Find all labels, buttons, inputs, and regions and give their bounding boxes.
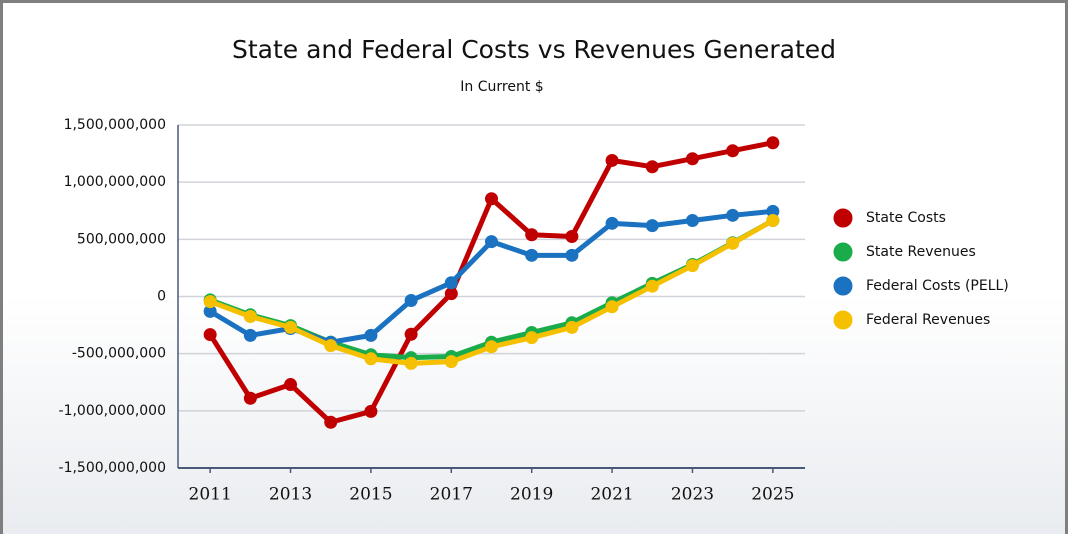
data-point xyxy=(685,152,699,166)
data-point xyxy=(284,320,298,334)
data-point xyxy=(525,228,539,242)
background xyxy=(3,3,1065,534)
data-point xyxy=(364,404,378,418)
data-point xyxy=(726,236,740,250)
data-point xyxy=(203,304,217,318)
data-point xyxy=(203,328,217,342)
data-point xyxy=(203,295,217,309)
data-point xyxy=(565,320,579,334)
data-point xyxy=(444,355,458,369)
data-point xyxy=(565,248,579,262)
y-tick-label: 1,500,000,000 xyxy=(64,117,166,133)
data-point xyxy=(565,229,579,243)
data-point xyxy=(364,328,378,342)
legend-label: Federal Costs (PELL) xyxy=(866,278,1009,294)
data-point xyxy=(605,153,619,167)
data-point xyxy=(243,328,257,342)
y-tick-label: 500,000,000 xyxy=(77,231,166,247)
data-point xyxy=(404,294,418,308)
data-point xyxy=(243,310,257,324)
data-point xyxy=(645,219,659,233)
x-tick-label: 2025 xyxy=(751,485,794,505)
data-point xyxy=(525,248,539,262)
legend-label: State Revenues xyxy=(866,244,976,260)
data-point xyxy=(766,136,780,150)
data-point xyxy=(485,340,498,354)
y-tick-label: -1,500,000,000 xyxy=(59,460,166,476)
data-point xyxy=(404,356,418,370)
data-point xyxy=(324,339,338,353)
data-point xyxy=(525,331,539,345)
chart-subtitle: In Current $ xyxy=(460,79,543,95)
data-point xyxy=(324,415,338,429)
x-tick-label: 2019 xyxy=(510,485,553,505)
data-point xyxy=(243,391,257,405)
legend-label: Federal Revenues xyxy=(866,312,990,328)
y-tick-label: 1,000,000,000 xyxy=(64,174,166,190)
y-tick-label: -1,000,000,000 xyxy=(59,403,166,419)
data-point xyxy=(485,192,498,206)
x-tick-label: 2015 xyxy=(349,485,392,505)
data-point xyxy=(645,160,659,174)
y-tick-label: -500,000,000 xyxy=(72,346,166,362)
data-point xyxy=(645,279,659,293)
data-point xyxy=(444,287,458,301)
y-tick-label: 0 xyxy=(157,289,166,305)
data-point xyxy=(766,204,780,218)
data-point xyxy=(766,213,780,227)
data-point xyxy=(685,259,699,273)
x-tick-label: 2021 xyxy=(590,485,633,505)
data-point xyxy=(726,144,740,158)
x-tick-label: 2017 xyxy=(430,485,473,505)
data-point xyxy=(685,213,699,227)
data-point xyxy=(605,216,619,230)
legend-marker xyxy=(832,207,854,229)
x-tick-label: 2023 xyxy=(671,485,714,505)
data-point xyxy=(444,276,458,290)
legend-marker xyxy=(832,309,854,331)
legend-marker xyxy=(832,275,854,297)
legend-marker xyxy=(832,241,854,263)
chart-title: State and Federal Costs vs Revenues Gene… xyxy=(232,35,836,64)
data-point xyxy=(485,235,498,249)
data-point xyxy=(605,300,619,314)
data-point xyxy=(726,208,740,222)
x-tick-label: 2013 xyxy=(269,485,312,505)
x-tick-label: 2011 xyxy=(189,485,232,505)
data-point xyxy=(364,352,378,366)
data-point xyxy=(284,378,298,392)
data-point xyxy=(404,327,418,341)
legend-label: State Costs xyxy=(866,210,946,226)
